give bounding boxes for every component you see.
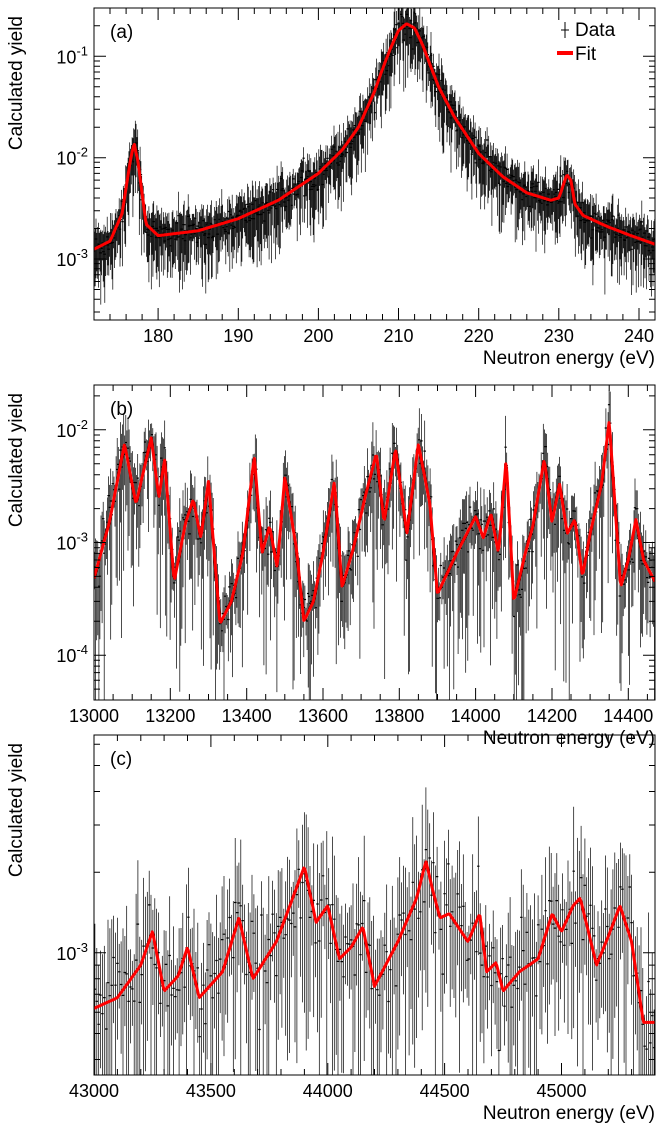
panel-tag: (c) — [110, 749, 132, 770]
x-tick-label: 13800 — [374, 706, 424, 726]
x-tick-label: 44000 — [303, 1081, 353, 1101]
panel-1: 180 190 200 210 220 230 240 10-3 10-2 10-1 Neutron… — [6, 7, 656, 369]
y-tick-label: 10-3 — [56, 940, 88, 964]
y-axis-title: Calculated yield — [6, 393, 27, 527]
y-axis-title: Calculated yield — [6, 743, 27, 877]
data-error-bars — [94, 8, 655, 305]
fit-curve — [94, 22, 655, 251]
legend: Data Fit — [557, 20, 616, 65]
data-markers — [94, 849, 655, 1052]
x-tick-label: 43000 — [69, 1081, 119, 1101]
y-tick-label: 10-4 — [56, 642, 88, 666]
x-tick-label: 210 — [384, 326, 414, 346]
y-tick-label: 10-3 — [56, 246, 88, 270]
plot-frame — [93, 384, 656, 701]
plot-frame — [93, 7, 656, 321]
panel-3: 43000 43500 44000 44500 45000 10-3 Neutron ene… — [6, 734, 656, 1124]
x-axis-title: Neutron energy (eV) — [483, 1103, 655, 1124]
data-series — [94, 787, 655, 1075]
y-ticks — [94, 25, 655, 313]
y-tick-label: 10-3 — [56, 530, 88, 554]
x-tick-label: 180 — [143, 326, 173, 346]
y-tick-label: 10-2 — [56, 145, 88, 169]
x-tick-label: 220 — [464, 326, 494, 346]
y-tick-label: 10-1 — [56, 43, 88, 67]
x-axis-title: Neutron energy (eV) — [483, 728, 655, 749]
x-tick-label: 13400 — [222, 706, 272, 726]
plot-frame — [93, 734, 656, 1076]
x-tick-label: 190 — [223, 326, 253, 346]
x-tick-label: 44500 — [420, 1081, 470, 1101]
x-axis-title: Neutron energy (eV) — [483, 348, 655, 369]
x-tick-label: 230 — [544, 326, 574, 346]
fit-curve — [94, 860, 655, 1024]
legend-data-marker — [561, 22, 569, 38]
panel-tag: (a) — [110, 22, 133, 43]
x-tick-label: 200 — [303, 326, 333, 346]
y-tick-label: 10-2 — [56, 417, 88, 441]
x-ticks — [93, 735, 656, 1075]
x-tick-label: 45000 — [536, 1081, 586, 1101]
legend-data-label: Data — [575, 20, 616, 41]
x-tick-label: 240 — [624, 326, 654, 346]
x-tick-label: 13000 — [69, 706, 119, 726]
y-axis-title: Calculated yield — [6, 16, 27, 150]
panel-tag: (b) — [110, 399, 133, 420]
legend-fit-label: Fit — [575, 44, 597, 65]
x-tick-label: 14000 — [451, 706, 501, 726]
x-tick-label: 14400 — [603, 706, 653, 726]
x-tick-label: 13600 — [298, 706, 348, 726]
x-ticks — [93, 385, 648, 700]
x-tick-label: 14200 — [527, 706, 577, 726]
fit-curve — [94, 421, 655, 624]
x-tick-label: 13200 — [145, 706, 195, 726]
data-error-bars — [94, 787, 655, 1075]
x-ticks — [93, 8, 656, 320]
panel-2: 13000 13200 13400 13600 13800 14000 14200 14400… — [6, 384, 656, 749]
x-tick-label: 43500 — [186, 1081, 236, 1101]
data-series — [94, 8, 655, 305]
y-ticks — [94, 743, 655, 1060]
y-ticks — [94, 395, 655, 701]
